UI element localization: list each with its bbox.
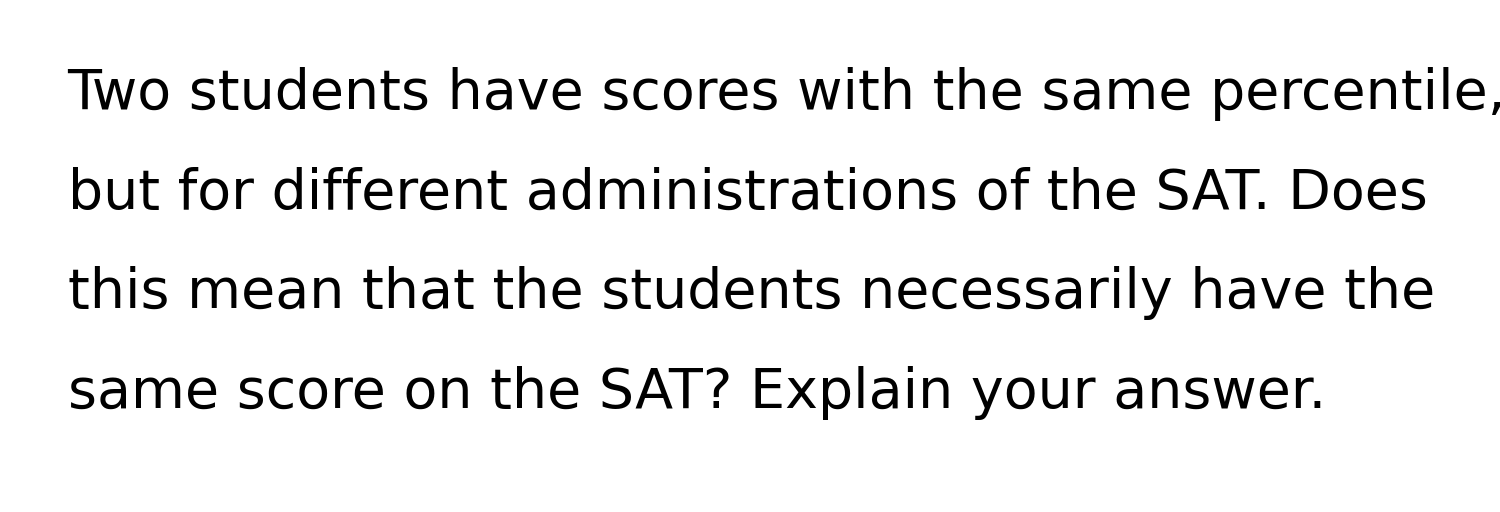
Text: but for different administrations of the SAT. Does: but for different administrations of the…	[68, 166, 1428, 220]
Text: same score on the SAT? Explain your answer.: same score on the SAT? Explain your answ…	[68, 366, 1326, 420]
Text: this mean that the students necessarily have the: this mean that the students necessarily …	[68, 266, 1434, 320]
Text: Two students have scores with the same percentile,: Two students have scores with the same p…	[68, 67, 1500, 120]
